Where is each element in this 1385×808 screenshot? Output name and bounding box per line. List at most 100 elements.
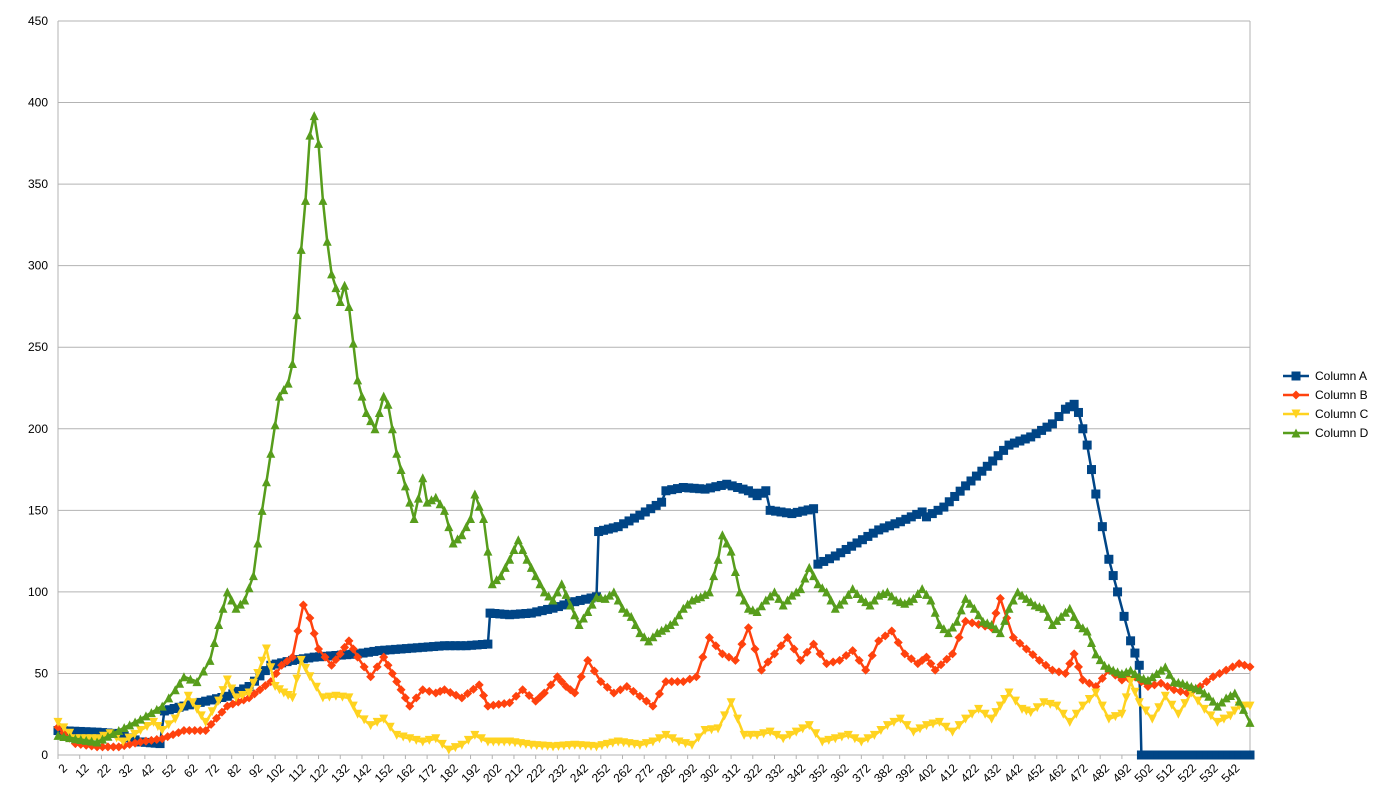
data-point-column-d [305, 130, 315, 140]
data-point-column-d [1217, 697, 1227, 707]
data-point-column-d [1091, 649, 1101, 659]
data-point-column-c [1045, 699, 1055, 709]
data-point-column-b [1156, 678, 1166, 688]
data-point-column-c [707, 725, 717, 735]
data-point-column-d [661, 623, 671, 633]
data-point-column-c [344, 693, 354, 703]
data-point-column-d [961, 593, 971, 603]
data-point-column-d [296, 244, 306, 254]
data-point-column-c [954, 721, 964, 731]
data-point-column-c [207, 707, 217, 717]
data-point-column-b [1208, 672, 1218, 682]
data-point-column-b [298, 600, 308, 610]
data-point-column-b [887, 626, 897, 636]
data-point-column-c [778, 734, 788, 744]
data-point-column-d [648, 632, 658, 642]
data-point-column-d [830, 603, 840, 613]
data-point-column-c [1230, 706, 1240, 716]
data-point-column-d [1238, 704, 1248, 714]
data-point-column-a [819, 556, 829, 566]
data-point-column-c [680, 739, 690, 749]
data-point-column-a [206, 695, 216, 705]
data-point-column-c [311, 682, 321, 692]
data-point-column-b [1047, 665, 1057, 675]
data-point-column-c [591, 742, 601, 752]
data-point-column-a [429, 642, 439, 652]
data-point-column-d [479, 513, 489, 523]
data-point-column-c [157, 726, 167, 736]
data-point-column-d [136, 714, 146, 724]
data-point-column-c [1000, 695, 1010, 705]
data-point-column-a [944, 497, 954, 507]
data-point-column-c [253, 668, 263, 678]
data-point-column-a [608, 523, 618, 533]
data-point-column-d [674, 610, 684, 620]
data-point-column-c [305, 672, 315, 682]
data-point-column-a [1185, 750, 1195, 760]
data-point-column-d [969, 603, 979, 613]
data-point-column-a [369, 646, 379, 656]
data-point-column-d [717, 530, 727, 540]
data-point-column-d [470, 489, 480, 499]
data-point-column-b [1221, 665, 1231, 675]
data-point-column-d [783, 595, 793, 605]
data-point-column-b [609, 688, 619, 698]
data-point-column-d [383, 399, 393, 409]
data-point-column-d [314, 138, 324, 148]
data-point-column-d [518, 544, 528, 554]
data-point-column-a [1240, 750, 1250, 760]
data-point-column-c [274, 685, 284, 695]
data-point-column-b [479, 690, 489, 700]
data-point-column-b [359, 662, 369, 672]
data-point-column-a [1104, 554, 1114, 564]
data-point-column-b [1084, 678, 1094, 688]
data-point-column-d [405, 497, 415, 507]
data-point-column-c [597, 741, 607, 751]
data-point-column-a [239, 684, 249, 694]
data-point-column-c [882, 721, 892, 731]
data-point-column-c [602, 739, 612, 749]
data-point-column-c [337, 692, 347, 702]
data-point-column-a [1164, 750, 1174, 760]
data-point-column-b [396, 685, 406, 695]
data-point-column-c [928, 719, 938, 729]
data-point-column-c [470, 730, 480, 740]
data-point-column-b [1073, 662, 1083, 672]
data-point-column-d [175, 678, 185, 688]
data-point-column-b [828, 657, 838, 667]
data-point-column-c [1078, 701, 1088, 711]
data-point-column-d [1199, 688, 1209, 698]
data-point-column-a [1196, 750, 1206, 760]
data-point-column-b [954, 633, 964, 643]
data-point-column-c [895, 714, 905, 724]
data-point-column-d [235, 599, 245, 609]
data-point-column-c [444, 745, 454, 755]
data-point-column-d [387, 424, 397, 434]
data-point-column-a [495, 609, 505, 619]
data-point-column-d [778, 600, 788, 610]
data-point-column-c [739, 730, 749, 740]
data-point-column-b [152, 735, 162, 745]
data-point-column-c [648, 737, 658, 747]
data-point-column-d [835, 599, 845, 609]
data-point-column-a [950, 491, 960, 501]
data-point-column-b [249, 689, 259, 699]
data-point-column-d [1000, 615, 1010, 625]
data-point-column-c [287, 693, 297, 703]
data-point-column-c [830, 734, 840, 744]
data-point-column-d [439, 505, 449, 515]
data-point-column-d [678, 603, 688, 613]
data-point-column-c [1180, 699, 1190, 709]
data-point-column-b [474, 680, 484, 690]
data-point-column-d [270, 420, 280, 430]
data-point-column-d [279, 385, 289, 395]
data-point-column-a [304, 653, 314, 663]
data-point-column-d [852, 589, 862, 599]
data-point-column-d [1013, 587, 1023, 597]
data-point-column-a [1212, 750, 1222, 760]
data-point-column-a [667, 485, 677, 495]
data-point-column-a [515, 609, 525, 619]
data-point-column-d [65, 733, 75, 743]
data-point-column-b [991, 608, 1001, 618]
data-point-column-d [361, 407, 371, 417]
